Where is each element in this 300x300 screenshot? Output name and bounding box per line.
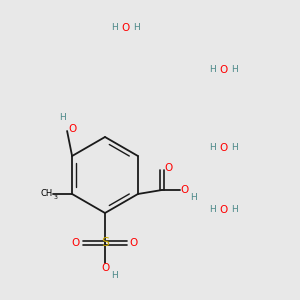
Text: 3: 3 xyxy=(53,195,57,200)
Text: O: O xyxy=(219,143,227,153)
Text: H: H xyxy=(231,65,237,74)
Text: H: H xyxy=(112,23,118,32)
Text: H: H xyxy=(208,143,215,152)
Text: O: O xyxy=(122,23,130,33)
Text: O: O xyxy=(181,185,189,195)
Text: O: O xyxy=(101,263,109,273)
Text: H: H xyxy=(231,143,237,152)
Text: O: O xyxy=(130,238,138,248)
Text: O: O xyxy=(72,238,80,248)
Text: H: H xyxy=(208,206,215,214)
Text: H: H xyxy=(59,113,65,122)
Text: H: H xyxy=(208,65,215,74)
Text: O: O xyxy=(219,65,227,75)
Text: H: H xyxy=(231,206,237,214)
Text: CH: CH xyxy=(41,190,53,199)
Text: H: H xyxy=(190,193,197,202)
Text: O: O xyxy=(165,163,173,173)
Text: S: S xyxy=(101,236,109,250)
Text: O: O xyxy=(219,205,227,215)
Text: O: O xyxy=(68,124,76,134)
Text: H: H xyxy=(111,271,117,280)
Text: H: H xyxy=(134,23,140,32)
